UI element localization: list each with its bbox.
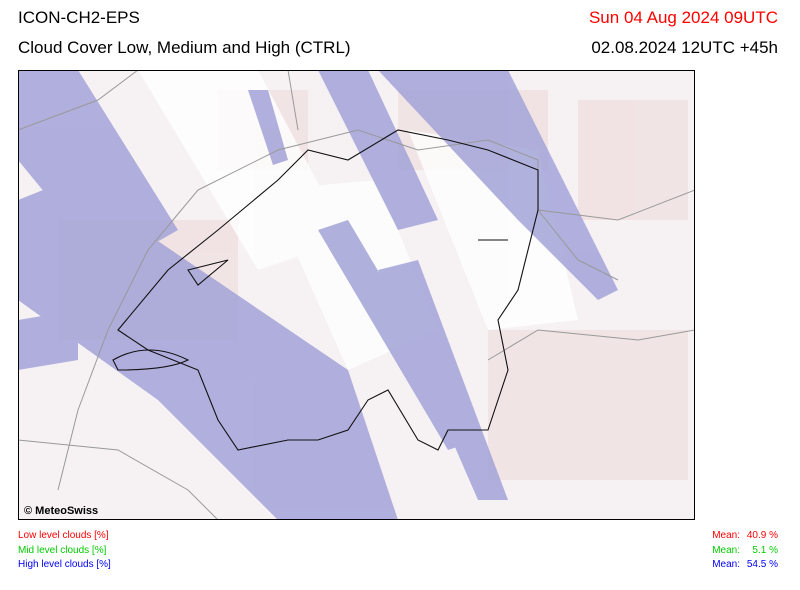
run-time: 02.08.2024 12UTC +45h (591, 38, 778, 57)
mean-value: 5.1 % (752, 544, 778, 556)
valid-time: Sun 04 Aug 2024 09UTC (588, 8, 778, 27)
mean-value: 54.5 % (746, 559, 778, 570)
map-frame (18, 70, 695, 520)
model-name: ICON-CH2-EPS (18, 8, 140, 27)
mean-value: 40.9 % (746, 530, 778, 541)
high-cloud-bands (18, 70, 618, 520)
mean-label: Mean: (712, 559, 740, 570)
credit: © MeteoSwiss (24, 505, 98, 517)
map-title: Cloud Cover Low, Medium and High (CTRL) (18, 38, 351, 57)
map: © MeteoSwiss (18, 70, 695, 520)
country-borders (18, 70, 695, 520)
switzerland-border (112, 129, 539, 451)
mean-label: Mean: (712, 544, 740, 556)
legend-label: Low level clouds [%] (18, 530, 109, 541)
mean-label: Mean: (712, 530, 740, 541)
legend-label: High level clouds [%] (18, 559, 111, 570)
legend-label: Mid level clouds [%] (18, 544, 107, 556)
